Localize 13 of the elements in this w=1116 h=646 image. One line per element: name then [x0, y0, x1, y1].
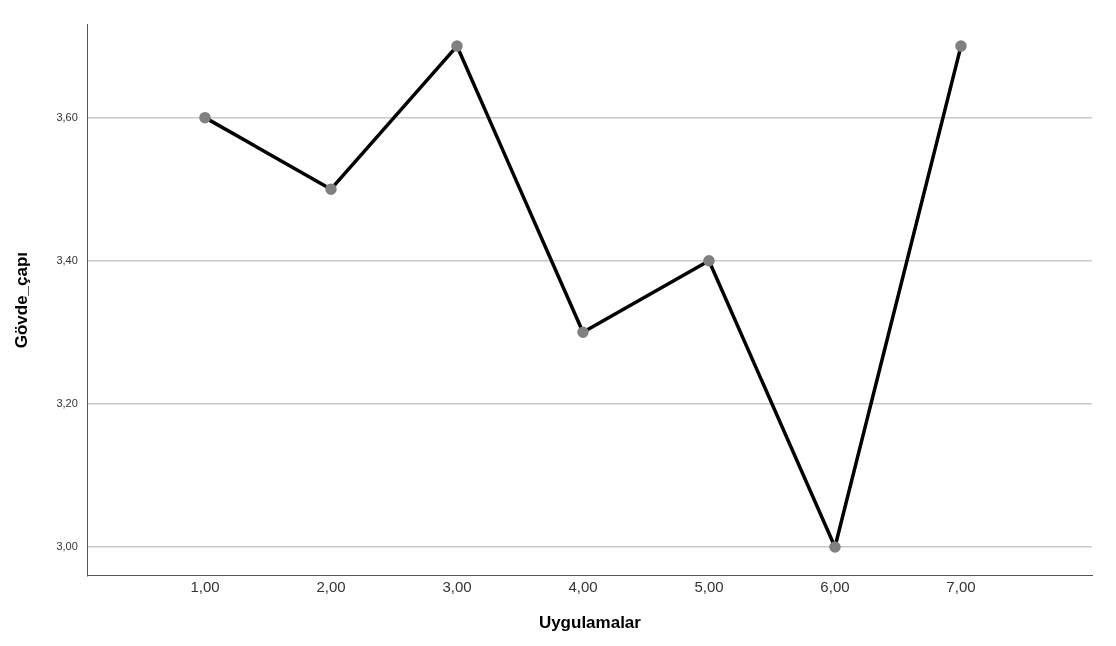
y-tick-label: 3,20 [56, 396, 78, 409]
y-axis-title: Gövde_çapı [11, 251, 31, 349]
x-tick-label: 5,00 [694, 577, 724, 595]
x-tick-label: 4,00 [568, 577, 598, 595]
x-axis-title: Uygulamalar [538, 613, 642, 633]
x-tick-label: 3,00 [442, 577, 472, 595]
y-tick-label: 3,00 [56, 540, 78, 553]
y-tick-label: 3,60 [56, 110, 78, 123]
x-tick-label: 2,00 [316, 577, 346, 595]
y-tick-label: 3,40 [56, 253, 78, 266]
x-tick-label: 6,00 [820, 577, 850, 595]
x-tick-label: 7,00 [946, 577, 976, 595]
x-tick-label: 1,00 [190, 577, 220, 595]
